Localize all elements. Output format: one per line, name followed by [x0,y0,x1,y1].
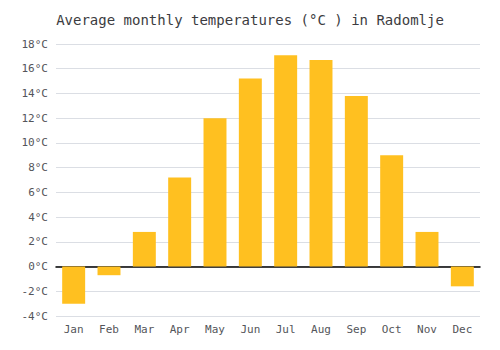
svg-text:Aug: Aug [311,323,331,336]
svg-text:2°C: 2°C [28,235,48,248]
svg-text:May: May [205,323,225,336]
svg-text:18°C: 18°C [22,38,49,51]
svg-text:Apr: Apr [170,323,190,336]
svg-text:Feb: Feb [99,323,119,336]
svg-text:Jun: Jun [240,323,260,336]
svg-text:8°C: 8°C [28,161,48,174]
svg-text:4°C: 4°C [28,211,48,224]
svg-text:Nov: Nov [417,323,437,336]
svg-text:6°C: 6°C [28,186,48,199]
svg-text:0°C: 0°C [28,260,48,273]
svg-text:Average monthly temperatures (: Average monthly temperatures (°C ) in Ra… [56,12,444,28]
svg-text:Mar: Mar [134,323,154,336]
svg-text:10°C: 10°C [22,136,49,149]
svg-text:14°C: 14°C [22,87,49,100]
svg-text:Jul: Jul [276,323,296,336]
svg-text:Dec: Dec [452,323,472,336]
svg-text:Jan: Jan [64,323,84,336]
svg-text:Sep: Sep [346,323,366,336]
svg-text:Oct: Oct [382,323,402,336]
svg-text:16°C: 16°C [22,62,49,75]
svg-text:12°C: 12°C [22,112,49,125]
svg-text:-4°C: -4°C [22,310,49,323]
svg-text:-2°C: -2°C [22,285,49,298]
